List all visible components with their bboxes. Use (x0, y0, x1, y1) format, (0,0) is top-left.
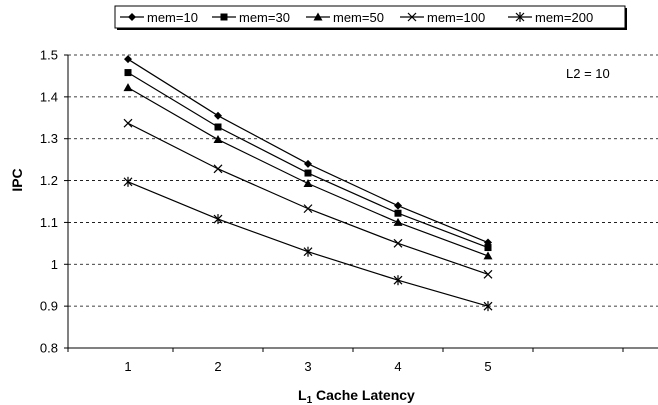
legend-marker-mem=100 (407, 12, 417, 22)
point-mem=10-x3 (304, 159, 312, 168)
point-mem=10-x1 (124, 55, 132, 64)
point-mem=30-x1 (124, 69, 132, 77)
legend-label-mem=10: mem=10 (147, 10, 198, 25)
y-tick-label-0.8: 0.8 (40, 341, 58, 356)
point-mem=10-x2 (214, 111, 222, 120)
point-mem=50-x1 (123, 83, 133, 92)
point-mem=50-x3 (303, 179, 313, 188)
legend-entry-mem=50: mem=50 (306, 10, 384, 25)
point-mem=100-x2-stroke-b (213, 164, 223, 174)
legend-marker-mem=200 (515, 12, 525, 22)
point-mem=100-x2 (213, 164, 223, 174)
x-tick-label-2: 2 (214, 359, 221, 374)
legend-entry-mem=100: mem=100 (400, 10, 485, 25)
x-tick-labels: 1 2 3 4 5 (124, 359, 491, 374)
y-tick-label-1.4: 1.4 (40, 89, 58, 104)
y-tick-label-1.1: 1.1 (40, 215, 58, 230)
point-mem=50-x5 (483, 251, 493, 260)
point-mem=100-x3 (303, 204, 313, 214)
y-tick-label-1.2: 1.2 (40, 173, 58, 188)
point-mem=200-x4 (393, 275, 403, 286)
legend-marker-mem=100-stroke-b (407, 12, 417, 22)
y-tick-label-0.9: 0.9 (40, 299, 58, 314)
x-axis-title: L1 Cache Latency (298, 387, 415, 405)
legend-entry-mem=30: mem=30 (212, 10, 290, 25)
legend-label-mem=50: mem=50 (333, 10, 384, 25)
point-mem=100-x4-stroke-b (393, 238, 403, 248)
y-tick-label-1.3: 1.3 (40, 131, 58, 146)
gridlines (68, 54, 658, 307)
point-mem=200-x1 (123, 176, 133, 187)
point-mem=30-x5 (484, 244, 492, 252)
legend-marker-mem=50 (313, 12, 323, 21)
legend-entry-mem=10: mem=10 (120, 10, 198, 25)
axes (64, 54, 658, 352)
point-mem=200-x3 (303, 246, 313, 257)
legend-label-mem=100: mem=100 (427, 10, 485, 25)
series-mem=10 (124, 55, 492, 247)
x-tick-label-4: 4 (394, 359, 401, 374)
point-mem=30-x3 (304, 169, 312, 177)
point-mem=10-x4 (394, 201, 402, 210)
point-mem=100-x3-stroke-b (303, 204, 313, 214)
y-tick-label-1: 1 (51, 257, 58, 272)
point-mem=100-x4 (393, 238, 403, 248)
point-mem=30-x2 (214, 123, 222, 131)
series-mem=100 (123, 118, 493, 279)
point-mem=200-x5 (483, 301, 493, 312)
x-tick-label-1: 1 (124, 359, 131, 374)
legend-marker-mem=10 (128, 13, 136, 21)
legend-label-mem=30: mem=30 (239, 10, 290, 25)
y-tick-labels: 0.8 0.9 1 1.1 1.2 1.3 1.4 1.5 (40, 48, 58, 356)
series-line-mem=200 (127, 181, 489, 307)
legend-shadow-bottom (117, 28, 627, 30)
point-mem=100-x1 (123, 118, 133, 128)
y-axis-title: IPC (9, 168, 25, 191)
legend: mem=10 mem=30 mem=50 mem=100 mem=200 (114, 5, 627, 30)
legend-marker-mem=30 (220, 13, 228, 21)
point-mem=50-x4 (393, 217, 403, 226)
chart-annotation: L2 = 10 (566, 66, 610, 81)
legend-shadow-right (625, 8, 627, 30)
series-mem=30 (124, 69, 492, 252)
x-axis-title-subscript: 1 (307, 395, 313, 405)
x-tick-label-5: 5 (484, 359, 491, 374)
x-axis-title-rest: Cache Latency (312, 387, 415, 403)
point-mem=200-x2 (213, 214, 223, 225)
series-lines (123, 55, 493, 312)
x-tick-label-3: 3 (304, 359, 311, 374)
series-mem=50 (123, 83, 493, 260)
point-mem=30-x4 (394, 209, 402, 217)
series-mem=200 (123, 176, 493, 312)
legend-entry-mem=200: mem=200 (508, 10, 593, 25)
point-mem=50-x2 (213, 135, 223, 144)
x-axis-title-main: L (298, 387, 307, 403)
point-mem=100-x5-stroke-b (483, 269, 493, 279)
y-tick-label-1.5: 1.5 (40, 48, 58, 63)
legend-label-mem=200: mem=200 (535, 10, 593, 25)
point-mem=100-x1-stroke-b (123, 118, 133, 128)
point-mem=100-x5 (483, 269, 493, 279)
